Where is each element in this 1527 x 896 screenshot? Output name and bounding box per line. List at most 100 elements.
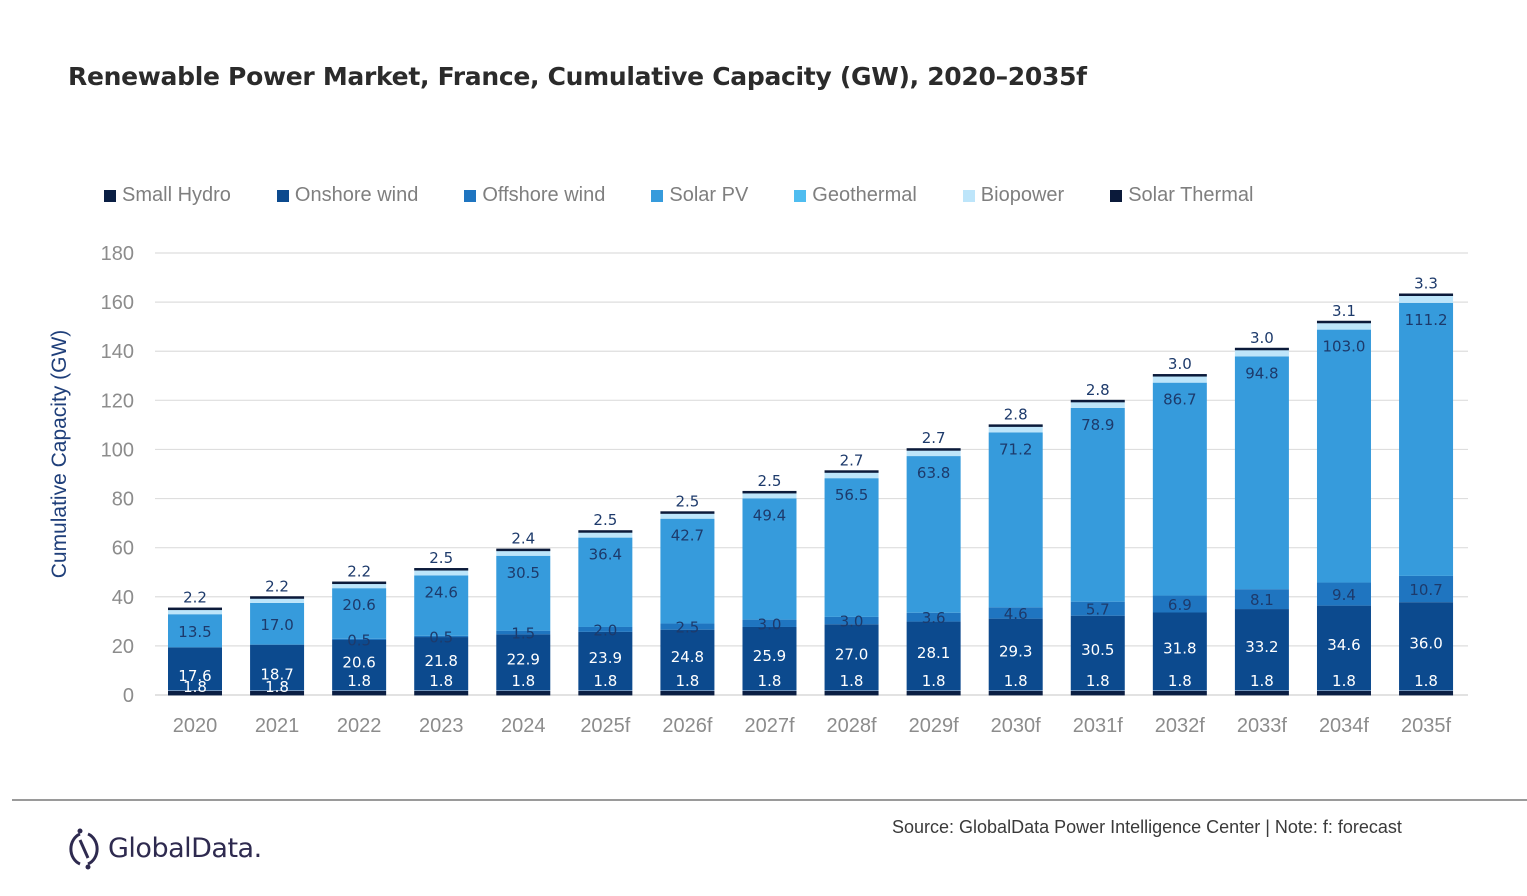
y-tick-label: 160 <box>101 292 134 314</box>
x-tick-label: 2024 <box>501 715 546 737</box>
data-label-solar-pv: 111.2 <box>1405 311 1448 329</box>
y-tick-label: 60 <box>112 538 134 560</box>
bar-segment-biopower <box>988 425 1043 433</box>
legend-item-solar-thermal: Solar Thermal <box>1110 184 1253 207</box>
bar-2024 <box>496 548 551 696</box>
data-label-onshore-wind: 30.5 <box>1081 641 1114 659</box>
data-label-small-hydro: 1.8 <box>1004 672 1028 690</box>
bar-segment-onshore-wind <box>660 629 715 691</box>
legend-item-small-hydro: Small Hydro <box>104 184 231 207</box>
y-tick-label: 40 <box>112 587 134 609</box>
legend-item-solar-pv: Solar PV <box>651 184 748 207</box>
bar-segment-biopower <box>1234 349 1289 357</box>
legend-item-offshore-wind: Offshore wind <box>464 184 605 207</box>
data-label-onshore-wind: 24.8 <box>671 648 704 666</box>
bar-segment-offshore-wind <box>332 638 387 640</box>
data-label-offshore-wind: 3.0 <box>758 615 782 633</box>
bar-segment-solar-thermal <box>824 470 879 473</box>
bar-segment-biopower <box>906 449 961 457</box>
bar-segment-solar-pv <box>250 602 305 645</box>
bar-2020 <box>168 607 222 696</box>
bar-segment-biopower <box>250 597 305 603</box>
bar-segment-biopower <box>578 531 633 538</box>
data-label-small-hydro: 1.8 <box>429 672 453 690</box>
bar-segment-solar-thermal <box>414 568 469 571</box>
bar-segment-solar-thermal <box>496 548 551 552</box>
bar-segment-offshore-wind <box>496 630 551 635</box>
x-tick-label: 2030f <box>991 715 1041 737</box>
bar-segment-solar-pv <box>1399 302 1454 576</box>
data-label-solar-pv: 56.5 <box>835 486 868 504</box>
data-label-biopower: 2.2 <box>183 589 207 607</box>
bar-segment-small-hydro <box>906 691 961 696</box>
bar-segment-solar-thermal <box>168 607 222 611</box>
data-label-onshore-wind: 34.6 <box>1327 636 1360 654</box>
data-label-biopower: 2.8 <box>1004 405 1028 423</box>
bar-2029f <box>906 448 961 696</box>
bar-segment-small-hydro <box>250 691 305 696</box>
data-label-onshore-wind: 17.6 <box>178 667 211 685</box>
bar-segment-solar-pv <box>168 614 222 648</box>
data-label-solar-pv: 13.5 <box>178 623 211 641</box>
bar-segment-small-hydro <box>578 691 633 696</box>
bar-segment-offshore-wind <box>824 616 879 625</box>
y-tick-label: 180 <box>101 243 134 265</box>
data-label-small-hydro: 1.8 <box>840 672 864 690</box>
legend-item-onshore-wind: Onshore wind <box>276 184 419 207</box>
data-label-small-hydro: 1.8 <box>593 672 617 690</box>
data-label-solar-pv: 17.0 <box>260 616 293 634</box>
x-tick-label: 2028f <box>827 715 877 737</box>
bar-segment-biopower <box>1152 375 1207 383</box>
data-label-biopower: 2.2 <box>265 577 289 595</box>
bar-segment-solar-thermal <box>332 581 387 585</box>
bar-segment-solar-pv <box>660 518 715 624</box>
legend-label: Onshore wind <box>294 184 419 206</box>
data-label-biopower: 3.3 <box>1414 274 1438 292</box>
bar-segment-solar-thermal <box>250 596 305 599</box>
data-labels: 1.817.613.52.21.818.717.02.21.820.60.520… <box>178 274 1447 696</box>
bar-segment-solar-pv <box>1316 329 1371 583</box>
bar-segment-onshore-wind <box>250 644 305 691</box>
bar-segment-offshore-wind <box>1399 575 1454 603</box>
bar-segment-solar-thermal <box>578 530 633 533</box>
legend-item-geothermal: Geothermal <box>794 184 917 207</box>
data-label-biopower: 2.2 <box>347 563 371 581</box>
data-label-biopower: 2.5 <box>675 492 699 510</box>
bar-segment-solar-pv <box>988 432 1043 608</box>
legend-swatch <box>962 189 975 202</box>
bar-segment-solar-thermal <box>1070 399 1125 403</box>
x-tick-label: 2020 <box>173 715 218 737</box>
data-label-small-hydro: 1.8 <box>1414 672 1438 690</box>
data-label-small-hydro: 1.8 <box>347 672 371 690</box>
legend-swatch <box>1110 189 1123 202</box>
data-label-biopower: 2.5 <box>429 549 453 567</box>
data-label-offshore-wind: 0.5 <box>429 628 453 646</box>
bar-segment-solar-pv <box>1234 356 1289 590</box>
chart-title: Renewable Power Market, France, Cumulati… <box>68 62 1087 91</box>
bar-segment-small-hydro <box>414 691 469 696</box>
bar-2034f <box>1316 320 1371 696</box>
data-label-biopower: 2.7 <box>840 451 864 469</box>
bar-segment-small-hydro <box>1399 691 1454 696</box>
data-label-offshore-wind: 9.4 <box>1332 586 1356 604</box>
bar-segment-offshore-wind <box>1234 589 1289 610</box>
legend-label: Offshore wind <box>482 184 606 206</box>
bar-segment-small-hydro <box>1152 691 1207 696</box>
data-label-solar-pv: 42.7 <box>671 527 704 545</box>
data-label-small-hydro: 1.8 <box>1332 672 1356 690</box>
bar-segment-biopower <box>1316 322 1371 330</box>
bar-segment-solar-pv <box>742 498 797 620</box>
bar-segment-biopower <box>824 471 879 479</box>
bar-segment-onshore-wind <box>988 618 1043 691</box>
bar-2030f <box>988 424 1043 696</box>
data-label-onshore-wind: 21.8 <box>425 652 458 670</box>
bar-segment-offshore-wind <box>1152 595 1207 613</box>
data-label-offshore-wind: 5.7 <box>1086 601 1110 619</box>
data-label-offshore-wind: 0.5 <box>347 631 371 649</box>
bar-2021 <box>250 596 305 696</box>
data-label-solar-pv: 86.7 <box>1163 391 1196 409</box>
data-label-solar-pv: 49.4 <box>753 506 786 524</box>
bar-segment-onshore-wind <box>742 626 797 691</box>
data-label-offshore-wind: 6.9 <box>1168 596 1192 614</box>
